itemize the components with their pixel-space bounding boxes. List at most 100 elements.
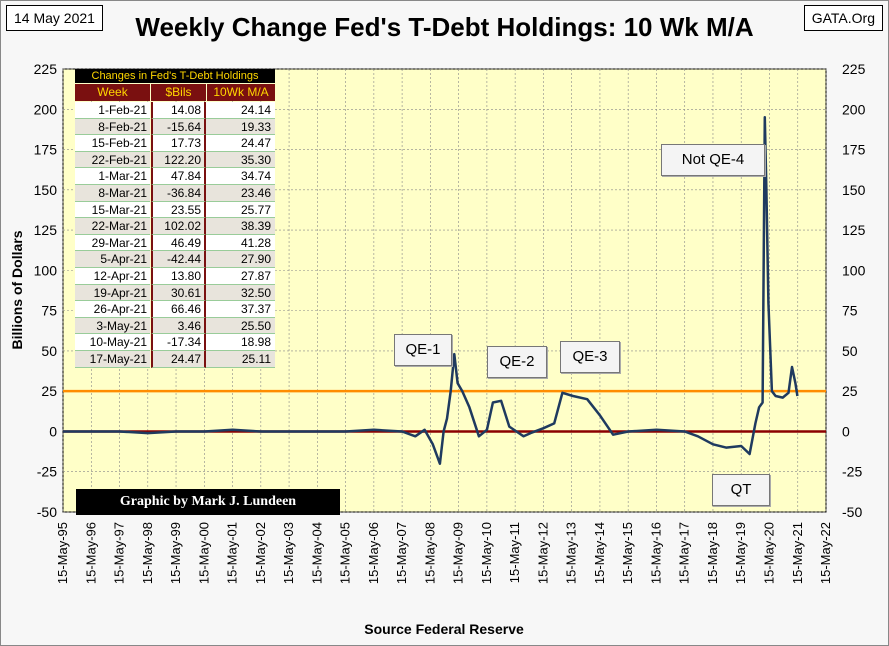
series-line [63, 116, 799, 465]
table-cell-bils: 24.47 [151, 350, 206, 368]
table-header-wma: 10Wk M/A [207, 84, 275, 101]
y-tick-label-left: 225 [34, 61, 58, 77]
date-badge: 14 May 2021 [6, 5, 103, 31]
x-tick-label: 15-May-04 [309, 522, 324, 584]
table-cell-bils: 17.73 [151, 135, 206, 152]
y-tick-label-left: 150 [34, 182, 58, 198]
x-tick-label: 15-May-05 [338, 522, 353, 584]
table-row: 8-Feb-21 -15.64 19.33 [75, 118, 275, 136]
table-cell-bils: 23.55 [151, 201, 206, 219]
y-tick-label-left: 0 [49, 423, 57, 439]
table-cell-week: 8-Feb-21 [75, 118, 150, 136]
table-cell-wma: 19.33 [206, 118, 275, 136]
table-row: 15-Mar-21 23.55 25.77 [75, 201, 275, 219]
table-cell-bils: -15.64 [151, 118, 206, 136]
table-cell-week: 22-Feb-21 [75, 151, 150, 169]
credit-box: Graphic by Mark J. Lundeen [76, 489, 340, 515]
table-cell-wma: 27.90 [206, 251, 275, 268]
table-cell-bils: 14.08 [151, 102, 206, 119]
table-cell-bils: 102.02 [151, 218, 206, 235]
y-tick-label-left: 75 [41, 303, 57, 319]
table-cell-wma: 41.28 [206, 234, 275, 252]
x-tick-label: 15-May-00 [196, 522, 211, 584]
table-cell-bils: -36.84 [151, 184, 206, 202]
y-tick-label-right: 225 [842, 61, 866, 77]
table-cell-week: 19-Apr-21 [75, 284, 150, 302]
table-cell-wma: 18.98 [206, 334, 275, 351]
y-tick-label-right: 0 [842, 423, 850, 439]
y-tick-label-right: 75 [842, 303, 858, 319]
x-tick-label: 15-May-06 [366, 522, 381, 584]
table-cell-wma: 32.50 [206, 284, 275, 302]
table-row: 22-Feb-21 122.20 35.30 [75, 151, 275, 169]
table-row: 10-May-21 -17.34 18.98 [75, 334, 275, 351]
table-header: Week $Bils 10Wk M/A [75, 84, 275, 101]
y-tick-label-right: -25 [842, 464, 862, 480]
x-tick-label: 15-May-22 [818, 522, 833, 584]
y-tick-label-left: 100 [34, 262, 58, 278]
table-cell-wma: 35.30 [206, 151, 275, 169]
table-title: Changes in Fed's T-Debt Holdings [75, 69, 275, 83]
table-row: 5-Apr-21 -42.44 27.90 [75, 251, 275, 268]
x-tick-label: 15-May-13 [564, 522, 579, 584]
table-row: 1-Mar-21 47.84 34.74 [75, 168, 275, 185]
x-axis: 15-May-95 15-May-96 15-May-97 15-May-98 15-M… [55, 522, 833, 584]
data-table: 1-Feb-21 14.08 24.14 8-Feb-21 -15.64 19.33 15-… [75, 102, 275, 368]
y-tick-label-right: 50 [842, 343, 858, 359]
table-cell-week: 17-May-21 [75, 350, 150, 368]
table-row: 22-Mar-21 102.02 38.39 [75, 218, 275, 235]
table-cell-wma: 24.14 [206, 102, 275, 119]
y-tick-label-right: -50 [842, 504, 862, 520]
table-cell-week: 3-May-21 [75, 317, 150, 335]
site-badge: GATA.Org [803, 5, 883, 31]
x-tick-label: 15-May-19 [733, 522, 748, 584]
y-tick-label-right: 100 [842, 262, 866, 278]
y-tick-label-left: 125 [34, 222, 58, 238]
table-cell-week: 26-Apr-21 [75, 301, 150, 318]
table-row: 19-Apr-21 30.61 32.50 [75, 284, 275, 302]
y-tick-label-left: 200 [34, 101, 58, 117]
y-tick-label-right: 200 [842, 101, 866, 117]
table-cell-week: 15-Feb-21 [75, 135, 150, 152]
table-cell-week: 15-Mar-21 [75, 201, 150, 219]
table-cell-wma: 25.77 [206, 201, 275, 219]
x-tick-label: 15-May-10 [479, 522, 494, 584]
table-cell-week: 1-Feb-21 [75, 102, 150, 119]
x-tick-label: 15-May-97 [112, 522, 127, 584]
table-cell-wma: 34.74 [206, 168, 275, 185]
x-tick-label: 15-May-02 [253, 522, 268, 584]
table-cell-week: 8-Mar-21 [75, 184, 150, 202]
y-tick-label-left: -25 [37, 464, 57, 480]
table-cell-wma: 37.37 [206, 301, 275, 318]
y-axis-right: -50 -25 0 25 50 75 100 125 150 175 200 225 [842, 61, 866, 520]
x-tick-label: 15-May-18 [705, 522, 720, 584]
annotation-not-qe4: Not QE-4 [661, 144, 765, 176]
annotation-qe1: QE-1 [394, 334, 452, 366]
x-tick-label: 15-May-99 [168, 522, 183, 584]
table-cell-bils: 66.46 [151, 301, 206, 318]
x-tick-label: 15-May-11 [507, 522, 522, 583]
y-tick-label-left: -50 [37, 504, 57, 520]
x-tick-label: 15-May-09 [451, 522, 466, 584]
y-axis-label: Billions of Dollars [9, 230, 25, 349]
y-axis-left: -50 -25 0 25 50 75 100 125 150 175 200 225 [34, 61, 58, 520]
table-cell-week: 12-Apr-21 [75, 267, 150, 285]
table-cell-wma: 24.47 [206, 135, 275, 152]
table-cell-week: 5-Apr-21 [75, 251, 150, 268]
table-cell-wma: 38.39 [206, 218, 275, 235]
table-cell-bils: 30.61 [151, 284, 206, 302]
y-tick-label-left: 175 [34, 142, 58, 158]
table-cell-bils: -42.44 [151, 251, 206, 268]
table-row: 29-Mar-21 46.49 41.28 [75, 234, 275, 252]
table-cell-week: 29-Mar-21 [75, 234, 150, 252]
table-row: 17-May-21 24.47 25.11 [75, 350, 275, 368]
annotation-qt: QT [712, 474, 770, 506]
x-tick-label: 15-May-21 [790, 522, 805, 584]
table-row: 3-May-21 3.46 25.50 [75, 317, 275, 335]
table-row: 1-Feb-21 14.08 24.14 [75, 102, 275, 119]
table-cell-bils: 13.80 [151, 267, 206, 285]
x-tick-label: 15-May-15 [620, 522, 635, 584]
x-tick-label: 15-May-96 [83, 522, 98, 584]
table-row: 8-Mar-21 -36.84 23.46 [75, 184, 275, 202]
y-tick-label-left: 50 [41, 343, 57, 359]
